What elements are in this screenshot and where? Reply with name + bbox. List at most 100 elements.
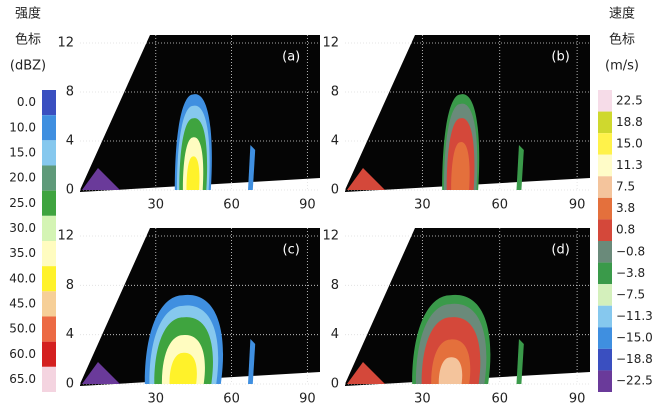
legend-swatch <box>42 266 56 292</box>
y-tick-label: 4 <box>331 134 339 149</box>
legend-label: 25.0 <box>9 196 36 210</box>
y-tick-label: 12 <box>57 36 74 51</box>
y-tick-label: 0 <box>331 183 339 198</box>
panel-label: (d) <box>551 243 569 258</box>
legend-swatch <box>598 370 612 392</box>
x-tick-label: 30 <box>148 392 165 407</box>
legend-swatch <box>42 190 56 216</box>
legend-title: (dBZ) <box>10 59 46 74</box>
legend-swatch <box>598 241 612 263</box>
x-tick-label: 60 <box>491 198 508 213</box>
y-tick-label: 0 <box>331 377 339 392</box>
legend-swatch <box>598 176 612 198</box>
legend-label: 15.0 <box>616 136 643 150</box>
legend-label: −0.8 <box>616 244 645 258</box>
echo <box>438 357 463 384</box>
echo <box>82 362 120 384</box>
panel-label: (c) <box>283 243 300 258</box>
echo <box>82 168 120 190</box>
panel-label: (b) <box>551 50 569 65</box>
panel-label: (a) <box>282 50 300 65</box>
echo <box>169 352 197 384</box>
y-tick-label: 0 <box>66 377 74 392</box>
x-tick-label: 90 <box>299 198 316 213</box>
legend-label: 15.0 <box>9 145 36 159</box>
legend-swatch <box>598 154 612 177</box>
legend-swatch <box>42 366 56 392</box>
legend-swatch <box>598 219 612 241</box>
y-tick-label: 4 <box>66 327 74 342</box>
legend-title: 色标 <box>609 32 635 48</box>
x-tick-label: 30 <box>148 198 165 213</box>
echo <box>516 145 524 190</box>
legend-title: (m/s) <box>605 59 639 74</box>
x-tick-label: 30 <box>414 392 431 407</box>
legend-label: 3.8 <box>616 201 635 215</box>
x-tick-label: 60 <box>491 392 508 407</box>
legend-label: 60.0 <box>9 347 36 361</box>
legend-swatch <box>42 241 56 267</box>
y-tick-label: 8 <box>66 85 74 100</box>
x-tick-label: 90 <box>569 198 586 213</box>
y-tick-label: 8 <box>331 85 339 100</box>
legend-swatch <box>42 341 56 367</box>
y-tick-label: 8 <box>331 278 339 293</box>
x-tick-label: 30 <box>414 198 431 213</box>
y-tick-label: 12 <box>322 36 339 51</box>
legend-swatch <box>42 115 56 141</box>
legend-label: 35.0 <box>9 246 36 260</box>
legend-label: 7.5 <box>616 180 635 194</box>
legend-label: 30.0 <box>9 221 36 235</box>
legend-label: 22.5 <box>616 93 643 107</box>
echo <box>186 156 200 190</box>
legend-label: 0.8 <box>616 223 635 237</box>
legend-swatch <box>42 316 56 342</box>
legend-swatch <box>598 284 612 306</box>
x-tick-label: 90 <box>299 392 316 407</box>
legend-label: −22.5 <box>616 374 653 388</box>
y-tick-label: 0 <box>66 183 74 198</box>
legend-swatch <box>598 327 612 349</box>
legend-swatch <box>42 215 56 241</box>
legend-swatch <box>42 165 56 191</box>
legend-label: −7.5 <box>616 287 645 301</box>
echo <box>248 339 256 384</box>
legend-label: −15.0 <box>616 331 653 345</box>
legend-label: −3.8 <box>616 266 645 280</box>
legend-label: 11.3 <box>616 158 643 172</box>
legend-swatch <box>42 90 56 116</box>
legend-title: 速度 <box>609 6 635 22</box>
y-tick-label: 8 <box>66 278 74 293</box>
legend-title: 色标 <box>15 32 41 48</box>
y-tick-label: 4 <box>331 327 339 342</box>
y-tick-label: 12 <box>57 229 74 244</box>
legend-title: 强度 <box>15 6 41 22</box>
echo <box>451 142 470 190</box>
legend-label: −11.3 <box>616 309 653 323</box>
legend-swatch <box>598 305 612 328</box>
y-tick-label: 12 <box>322 229 339 244</box>
legend-label: 65.0 <box>9 372 36 386</box>
legend-swatch <box>598 197 612 220</box>
legend-label: 18.8 <box>616 115 643 129</box>
legend-label: −18.8 <box>616 352 653 366</box>
legend-swatch <box>598 111 612 134</box>
legend-swatch <box>42 140 56 166</box>
legend-label: 10.0 <box>9 120 36 134</box>
echo <box>347 362 385 384</box>
x-tick-label: 90 <box>569 392 586 407</box>
legend-label: 20.0 <box>9 171 36 185</box>
x-tick-label: 60 <box>223 392 240 407</box>
legend-swatch <box>598 90 612 112</box>
legend-label: 50.0 <box>9 322 36 336</box>
y-tick-label: 4 <box>66 134 74 149</box>
x-tick-label: 60 <box>223 198 240 213</box>
legend-label: 40.0 <box>9 271 36 285</box>
legend-label: 0.0 <box>17 95 36 109</box>
echo <box>248 145 256 190</box>
legend-swatch <box>598 262 612 285</box>
legend-swatch <box>598 133 612 155</box>
echo <box>347 168 385 190</box>
legend-swatch <box>598 348 612 371</box>
